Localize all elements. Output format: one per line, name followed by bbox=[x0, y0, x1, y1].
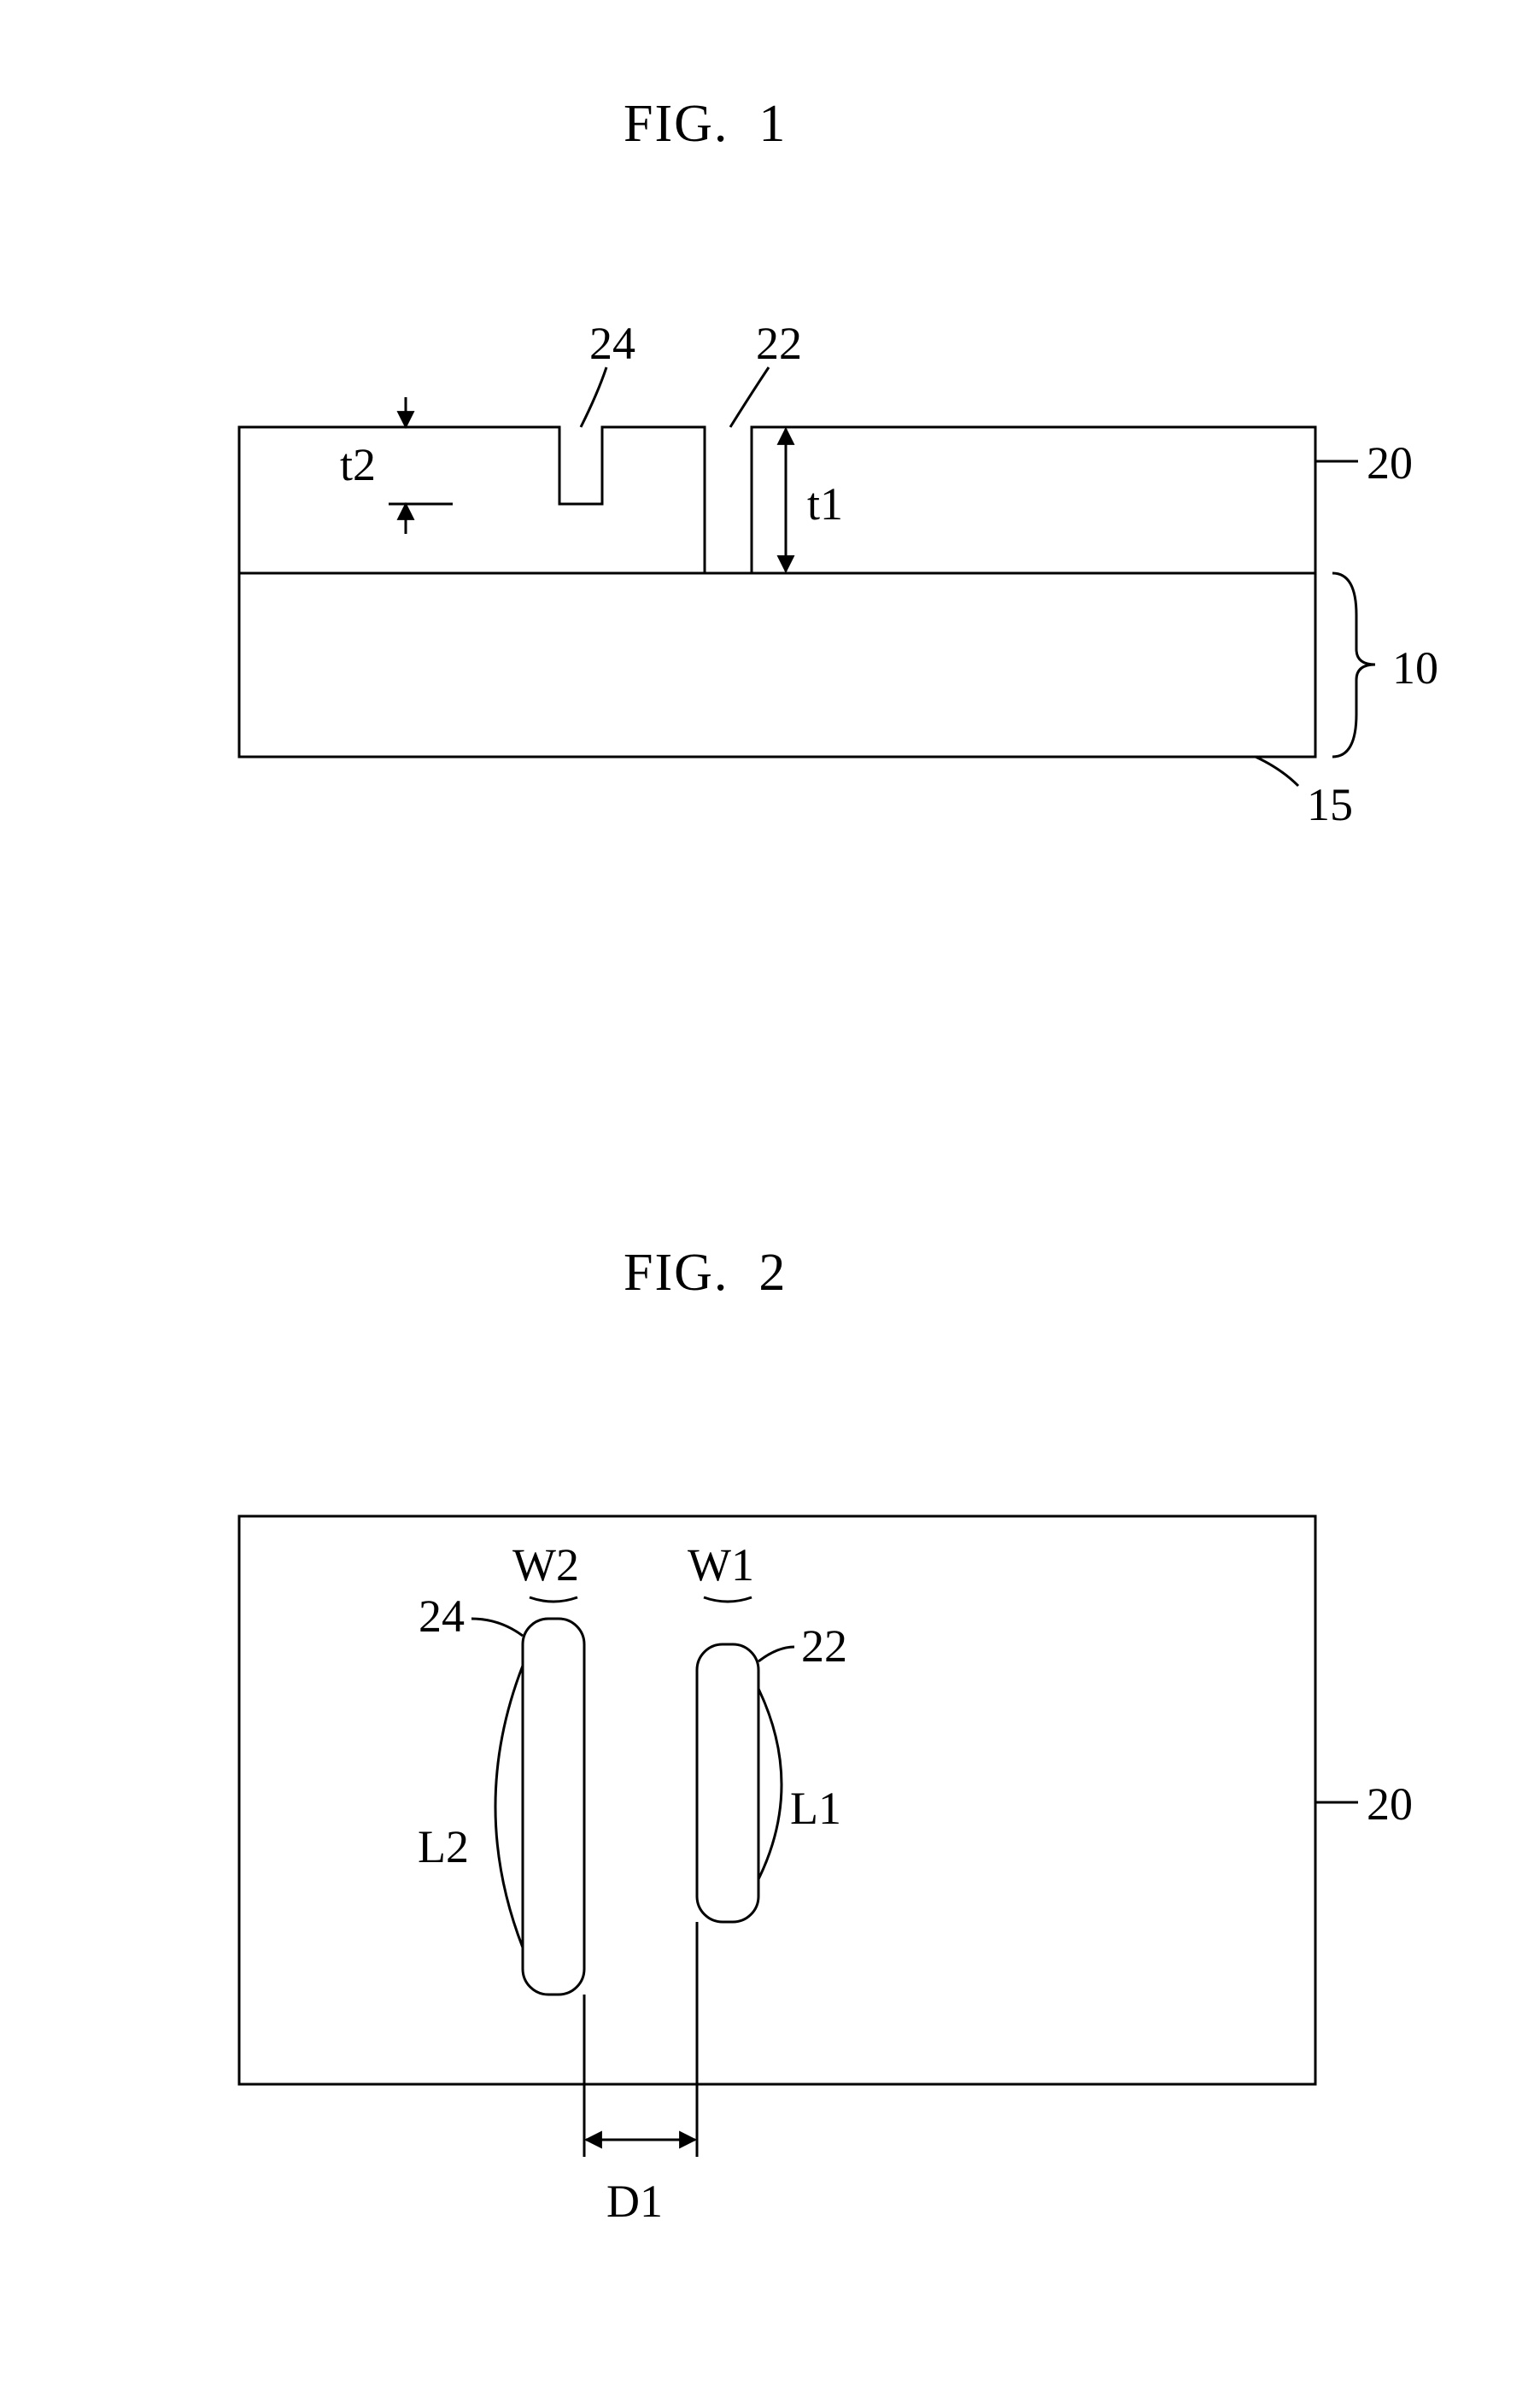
substrate-rect bbox=[239, 573, 1315, 757]
fig1-group bbox=[239, 367, 1375, 786]
brace-10 bbox=[1332, 573, 1375, 757]
label-20-2: 20 bbox=[1367, 1778, 1413, 1830]
leader-24 bbox=[581, 367, 606, 427]
label-w2: W2 bbox=[512, 1539, 579, 1590]
label-15: 15 bbox=[1307, 779, 1353, 830]
label-l2: L2 bbox=[418, 1821, 469, 1872]
diagram-canvas: 24 22 t2 t1 20 10 15 bbox=[0, 0, 1540, 2396]
label-22: 22 bbox=[756, 318, 802, 369]
fig2-labels: W2 W1 24 22 L2 L1 20 D1 bbox=[418, 1539, 1413, 2227]
label-24-2: 24 bbox=[419, 1590, 465, 1642]
page: FIG. 1 FIG. 2 bbox=[0, 0, 1540, 2396]
leader-24-fig2 bbox=[471, 1619, 523, 1636]
label-d1: D1 bbox=[606, 2176, 663, 2227]
label-t2: t2 bbox=[340, 439, 376, 490]
arc-w1 bbox=[704, 1597, 752, 1602]
arc-l1 bbox=[758, 1689, 782, 1879]
arc-l2 bbox=[495, 1666, 523, 1948]
fig2-outer-rect bbox=[239, 1516, 1315, 2084]
layer20-outline bbox=[239, 427, 1315, 573]
label-20: 20 bbox=[1367, 437, 1413, 489]
fig2-group bbox=[239, 1516, 1358, 2157]
label-l1: L1 bbox=[790, 1783, 841, 1834]
label-t1: t1 bbox=[807, 478, 843, 530]
t2-dimension bbox=[389, 397, 453, 534]
slot-24 bbox=[523, 1619, 584, 1995]
arc-w2 bbox=[530, 1597, 577, 1602]
label-22-2: 22 bbox=[801, 1620, 847, 1672]
label-24: 24 bbox=[589, 318, 635, 369]
slot-22 bbox=[697, 1644, 758, 1922]
label-10: 10 bbox=[1392, 642, 1438, 694]
d1-dimension bbox=[584, 1922, 697, 2157]
leader-15 bbox=[1256, 757, 1298, 786]
leader-22-fig2 bbox=[758, 1647, 794, 1661]
label-w1: W1 bbox=[688, 1539, 754, 1590]
t1-dimension bbox=[753, 427, 810, 573]
leader-22 bbox=[730, 367, 769, 427]
